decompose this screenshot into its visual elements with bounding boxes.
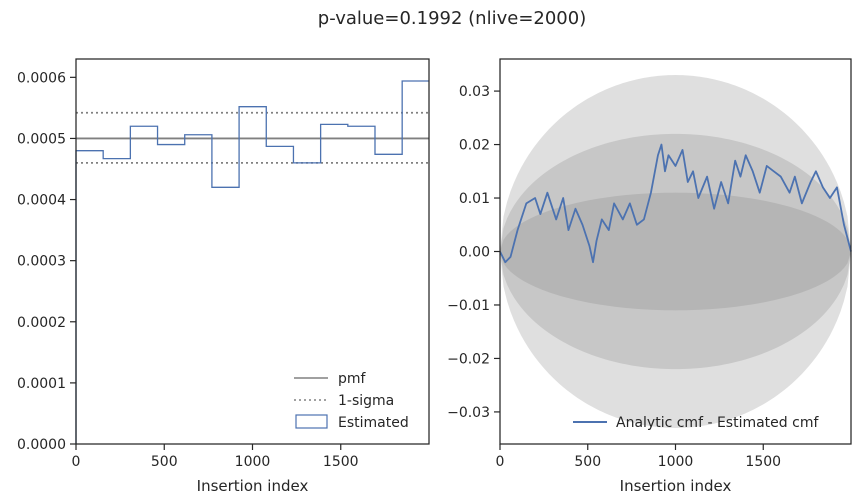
y-tick-label: 0.0002 xyxy=(17,315,66,331)
y-tick-label: 0.0006 xyxy=(17,70,66,86)
sigma-band-3 xyxy=(500,75,851,428)
legend-pmf-label: pmf xyxy=(338,371,367,387)
legend-sigma-label: 1-sigma xyxy=(338,393,394,409)
right-x-axis-label: Insertion index xyxy=(620,477,732,495)
right-axes-frame xyxy=(499,58,852,445)
x-tick-label: 1000 xyxy=(235,454,271,470)
y-tick-label: −0.01 xyxy=(447,298,490,314)
x-tick-label: 1500 xyxy=(745,454,781,470)
legend-cmf-label: Analytic cmf - Estimated cmf xyxy=(616,415,819,431)
y-tick-label: 0.0004 xyxy=(17,193,66,209)
right-x-ticks: 0 500 1000 1500 xyxy=(496,444,781,470)
right-y-ticks: −0.03 −0.02 −0.01 0.00 0.01 0.02 0.03 xyxy=(447,84,500,421)
figure-title: p-value=0.1992 (nlive=2000) xyxy=(318,8,586,29)
x-tick-label: 1000 xyxy=(658,454,694,470)
x-tick-label: 0 xyxy=(496,454,505,470)
x-tick-label: 0 xyxy=(72,454,81,470)
left-y-ticks: 0.0000 0.0001 0.0002 0.0003 0.0004 0.0005 0.00… xyxy=(17,70,76,453)
right-chart: −0.03 −0.02 −0.01 0.00 0.01 0.02 0.03 0 500 1000… xyxy=(447,58,852,495)
x-tick-label: 500 xyxy=(151,454,178,470)
x-tick-label: 1500 xyxy=(323,454,359,470)
y-tick-label: 0.0005 xyxy=(17,131,66,147)
y-tick-label: 0.01 xyxy=(459,191,490,207)
y-tick-label: 0.0003 xyxy=(17,254,66,270)
sigma-band-1 xyxy=(500,192,851,311)
right-plot-content xyxy=(499,75,852,428)
left-plot-content xyxy=(75,80,429,444)
sigma-band-2 xyxy=(500,133,851,370)
legend-estimated-label: Estimated xyxy=(338,415,409,431)
left-legend: pmf 1-sigma Estimated xyxy=(294,371,409,431)
y-tick-label: 0.0001 xyxy=(17,376,66,392)
legend-estimated-swatch xyxy=(295,414,328,429)
cmf-difference-line xyxy=(499,143,852,264)
x-tick-label: 500 xyxy=(574,454,601,470)
y-tick-label: −0.03 xyxy=(447,405,490,421)
y-tick-label: 0.0000 xyxy=(17,437,66,453)
y-tick-label: 0.00 xyxy=(459,245,490,261)
estimated-step-series xyxy=(75,80,429,444)
y-tick-label: −0.02 xyxy=(447,351,490,367)
right-legend: Analytic cmf - Estimated cmf xyxy=(573,415,819,431)
left-chart: 0.0000 0.0001 0.0002 0.0003 0.0004 0.0005 0.00… xyxy=(17,58,430,495)
left-axes-frame xyxy=(75,58,430,445)
left-x-ticks: 0 500 1000 1500 xyxy=(72,444,359,470)
y-tick-label: 0.03 xyxy=(459,84,490,100)
y-tick-label: 0.02 xyxy=(459,138,490,154)
left-x-axis-label: Insertion index xyxy=(197,477,309,495)
